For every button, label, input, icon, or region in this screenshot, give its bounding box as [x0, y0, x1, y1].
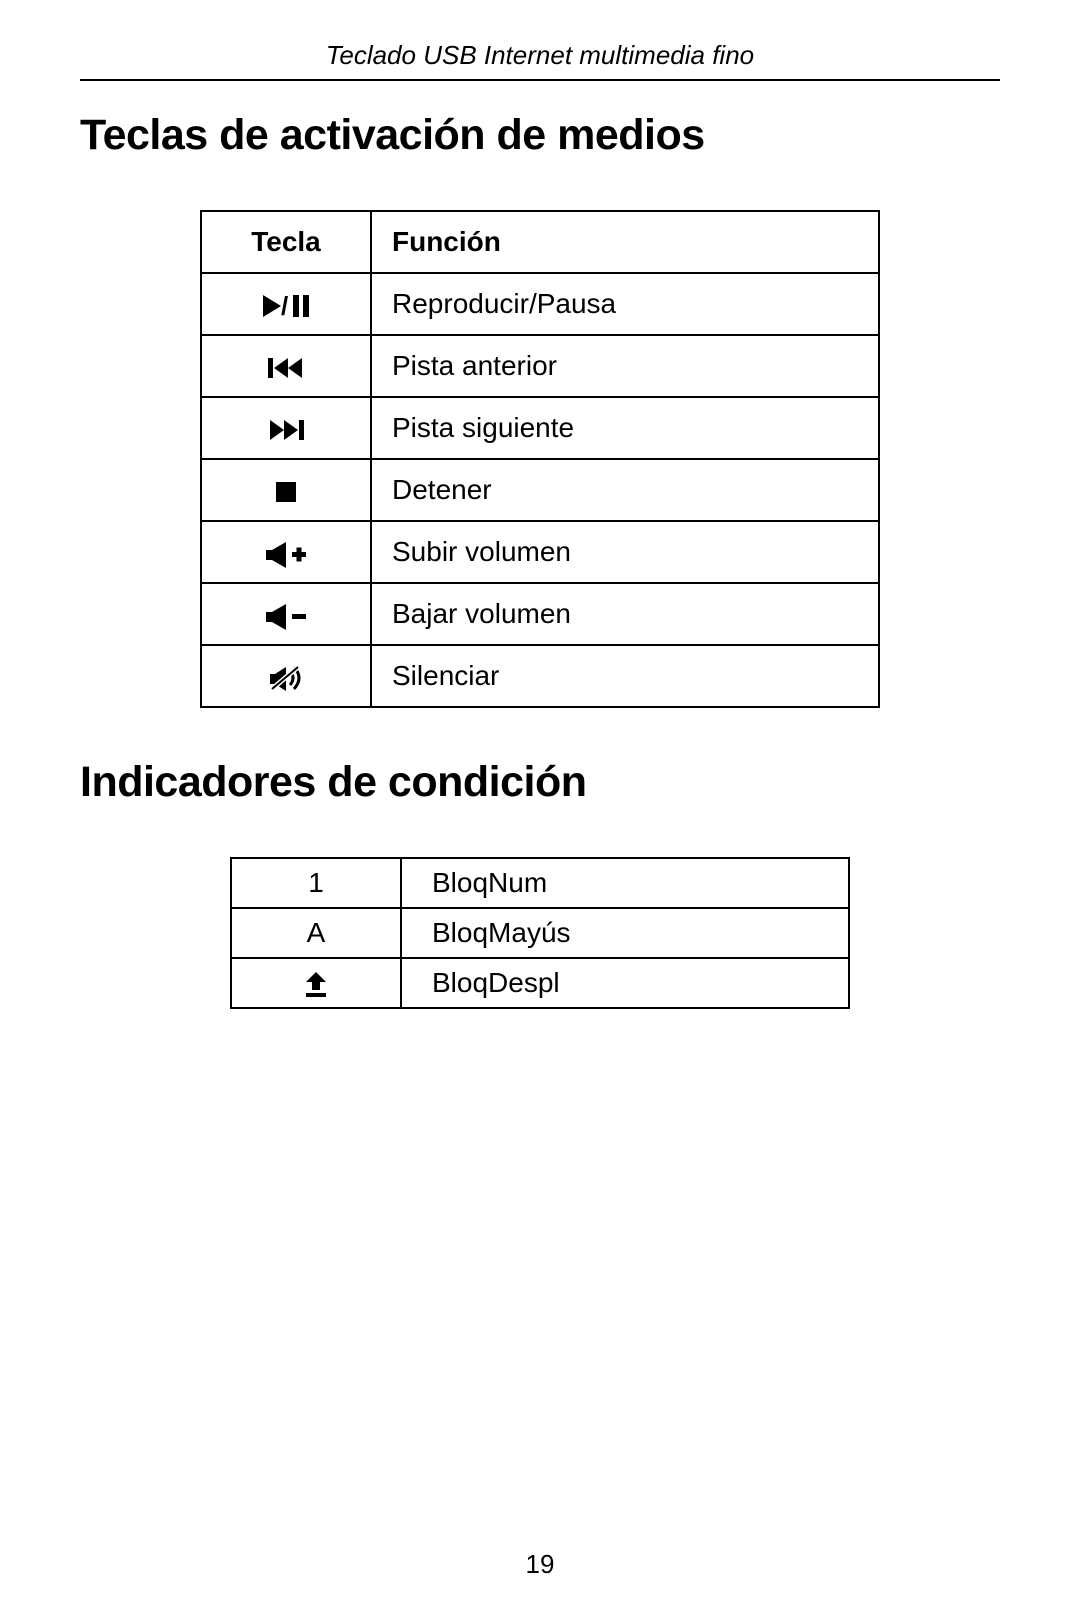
volume-down-icon [201, 583, 371, 645]
table-row: Bajar volumen [201, 583, 879, 645]
svg-text:/: / [281, 293, 288, 319]
table-row: / Reproducir/Pausa [201, 273, 879, 335]
cell-label: Pista anterior [371, 335, 879, 397]
page-number: 19 [0, 1549, 1080, 1580]
table-row: A BloqMayús [231, 908, 849, 958]
table-row: Pista anterior [201, 335, 879, 397]
col-header-func: Función [371, 211, 879, 273]
mute-icon [201, 645, 371, 707]
table-row: BloqDespl [231, 958, 849, 1008]
cell-label: Pista siguiente [371, 397, 879, 459]
table-row: Subir volumen [201, 521, 879, 583]
table-row: Pista siguiente [201, 397, 879, 459]
document-page: Teclado USB Internet multimedia fino Tec… [0, 0, 1080, 1620]
indicators-table: 1 BloqNum A BloqMayús BloqDespl [230, 857, 850, 1009]
volume-up-icon [201, 521, 371, 583]
cell-label: Bajar volumen [371, 583, 879, 645]
section1-title: Teclas de activación de medios [80, 111, 1000, 160]
next-track-icon [201, 397, 371, 459]
col-header-key: Tecla [201, 211, 371, 273]
cell-label: BloqNum [401, 858, 849, 908]
table-row: Detener [201, 459, 879, 521]
table-row: Silenciar [201, 645, 879, 707]
stop-icon [201, 459, 371, 521]
media-keys-table: Tecla Función / Reproducir/Pausa [200, 210, 880, 708]
cell-label: BloqDespl [401, 958, 849, 1008]
play-pause-icon: / [201, 273, 371, 335]
prev-track-icon [201, 335, 371, 397]
scroll-lock-icon [231, 958, 401, 1008]
indicator-key: A [231, 908, 401, 958]
table-row: 1 BloqNum [231, 858, 849, 908]
indicator-key: 1 [231, 858, 401, 908]
cell-label: BloqMayús [401, 908, 849, 958]
cell-label: Subir volumen [371, 521, 879, 583]
cell-label: Silenciar [371, 645, 879, 707]
section2-title: Indicadores de condición [80, 758, 1000, 807]
cell-label: Detener [371, 459, 879, 521]
cell-label: Reproducir/Pausa [371, 273, 879, 335]
page-header: Teclado USB Internet multimedia fino [80, 40, 1000, 81]
